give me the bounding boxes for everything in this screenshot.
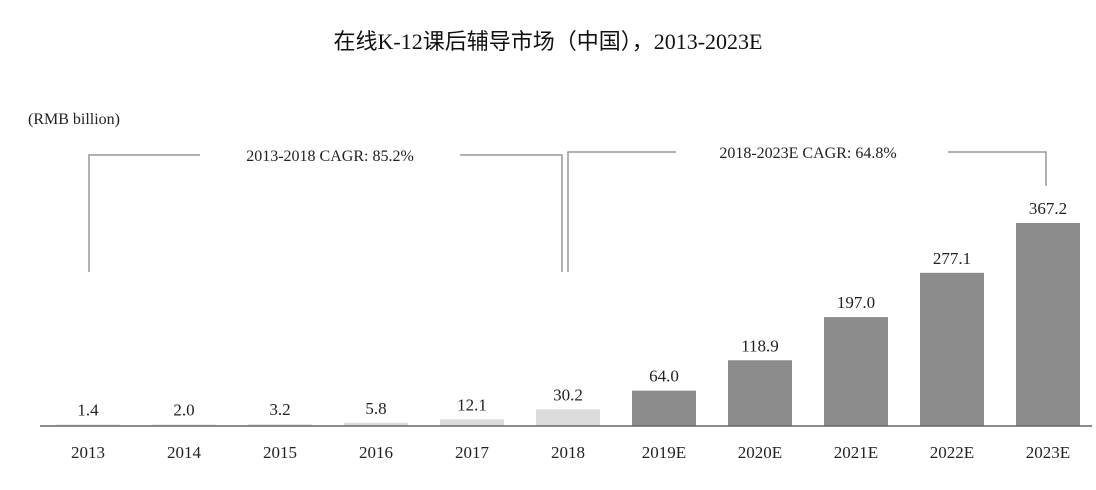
- bar-2016: [344, 422, 408, 426]
- y-unit-label: (RMB billion): [28, 111, 120, 128]
- x-tick-labels-group: 2013 2014 2015 2016 2017 2018 2019E 2020E 2021E 2…: [71, 443, 1070, 462]
- value-label-2015: 3.2: [269, 400, 290, 419]
- bar-2021E: [824, 317, 888, 426]
- bars-group: [56, 223, 1080, 426]
- x-tick-label-2017: 2017: [455, 443, 490, 462]
- x-tick-label-2014: 2014: [167, 443, 202, 462]
- value-label-2017: 12.1: [457, 395, 487, 414]
- value-label-2019E: 64.0: [649, 367, 679, 386]
- bar-2019E: [632, 390, 696, 426]
- cagr-label-1: 2013-2018 CAGR: 85.2%: [246, 148, 414, 165]
- bar-2023E: [1016, 223, 1080, 426]
- cagr-label-2: 2018-2023E CAGR: 64.8%: [719, 145, 896, 162]
- x-tick-label-2015: 2015: [263, 443, 297, 462]
- x-tick-label-2018: 2018: [551, 443, 585, 462]
- cagr-bracket-1: 2013-2018 CAGR: 85.2%: [88, 148, 563, 272]
- chart-title: 在线K-12课后辅导市场（中国），2013-2023E: [333, 29, 763, 54]
- value-label-2020E: 118.9: [741, 336, 779, 355]
- x-tick-label-2013: 2013: [71, 443, 105, 462]
- x-tick-label-2020E: 2020E: [738, 443, 782, 462]
- value-label-2023E: 367.2: [1029, 199, 1067, 218]
- value-label-2018: 30.2: [553, 385, 583, 404]
- x-tick-label-2022E: 2022E: [930, 443, 974, 462]
- value-labels-group: 1.4 2.0 3.2 5.8 12.1 30.2 64.0 118.9 197.0 277.1 3…: [77, 199, 1067, 420]
- cagr-bracket-2: 2018-2023E CAGR: 64.8%: [567, 145, 1047, 272]
- bar-2017: [440, 419, 504, 426]
- x-tick-label-2019E: 2019E: [642, 443, 686, 462]
- value-label-2016: 5.8: [365, 399, 386, 418]
- value-label-2013: 1.4: [77, 401, 99, 420]
- x-tick-label-2016: 2016: [359, 443, 393, 462]
- x-tick-label-2023E: 2023E: [1026, 443, 1070, 462]
- bar-2018: [536, 409, 600, 426]
- bar-2022E: [920, 272, 984, 426]
- value-label-2021E: 197.0: [837, 293, 875, 312]
- bar-2015: [248, 424, 312, 426]
- value-label-2014: 2.0: [173, 401, 194, 420]
- value-label-2022E: 277.1: [933, 249, 971, 268]
- cagr-brackets: 2013-2018 CAGR: 85.2% 2018-2023E CAGR: 64…: [88, 145, 1047, 272]
- x-tick-label-2021E: 2021E: [834, 443, 878, 462]
- bar-2020E: [728, 360, 792, 426]
